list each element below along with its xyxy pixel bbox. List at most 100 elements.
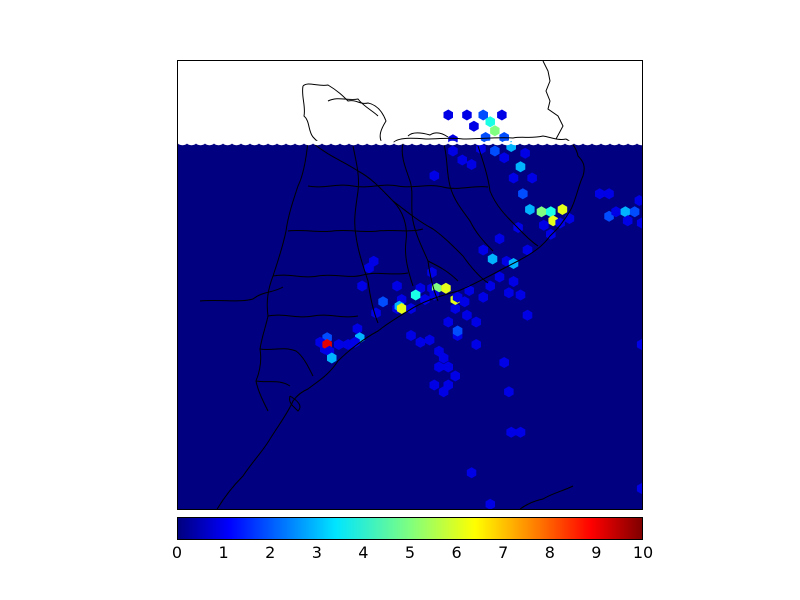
mask-scallop	[447, 140, 458, 146]
hex-cell	[438, 386, 449, 398]
mask-scallop	[438, 140, 449, 146]
interior-border-1	[255, 140, 309, 412]
interior-border-14	[255, 380, 291, 387]
mask-scallop	[393, 140, 404, 146]
mask-scallop	[339, 140, 350, 146]
colorbar-tick-label: 5	[404, 543, 416, 562]
hex-cell	[504, 287, 514, 299]
hex-cell	[450, 303, 460, 314]
hex-cell	[478, 291, 488, 303]
hex-cell	[420, 294, 430, 305]
mask-scallop	[627, 140, 638, 146]
hex-cell	[611, 206, 621, 218]
hex-cell	[636, 483, 642, 494]
colorbar	[177, 517, 643, 540]
interior-border-11	[392, 200, 414, 287]
mask-scallop	[519, 140, 530, 146]
mask-scallop	[312, 140, 323, 146]
hex-cell	[327, 352, 337, 364]
mask-scallop	[303, 140, 314, 146]
mask-scallop	[582, 140, 593, 146]
hex-cell	[634, 195, 642, 206]
hex-cell	[478, 109, 488, 121]
interior-border-9	[267, 314, 359, 318]
mask-scallop	[213, 140, 224, 146]
mask-scallop	[357, 140, 368, 146]
mask-scallop	[564, 140, 575, 146]
hex-cell	[334, 339, 344, 350]
colorbar-tick-label: 3	[311, 543, 322, 562]
mask-scallop	[609, 140, 620, 146]
hex-cell	[490, 145, 500, 157]
hex-cell	[343, 339, 353, 350]
hex-cell	[604, 188, 614, 200]
mask-scallop	[231, 140, 242, 146]
hex-cell	[508, 276, 519, 287]
mask-scallop	[375, 140, 386, 146]
hex-cell	[494, 233, 505, 245]
north-border-3	[327, 98, 379, 117]
mask-scallop	[483, 140, 494, 146]
hex-cell	[555, 217, 565, 229]
mask-scallop	[555, 140, 566, 146]
colorbar-tick-label: 7	[498, 543, 509, 562]
hex-cell	[443, 361, 453, 373]
hex-cell	[595, 188, 605, 200]
hex-cell	[494, 271, 505, 283]
hex-cell	[429, 379, 440, 391]
hex-cell	[462, 109, 472, 121]
hex-cell	[466, 159, 477, 170]
mask-scallop	[510, 140, 521, 146]
mask-scallop	[294, 140, 305, 146]
hex-cell	[485, 280, 495, 292]
mask-scallop	[366, 140, 377, 146]
hex-cell	[546, 206, 556, 218]
interior-border-3	[352, 145, 379, 324]
hex-cell	[450, 370, 460, 382]
mask-scallop	[474, 140, 485, 146]
hex-cell	[429, 170, 440, 182]
hex-cell	[441, 282, 451, 294]
mask-scallop	[384, 140, 395, 146]
hex-cell	[424, 334, 435, 346]
mask-scallop	[492, 140, 503, 146]
hex-cell	[462, 309, 472, 321]
interior-border-13	[259, 348, 314, 377]
mask-scallop	[411, 140, 422, 146]
mask-scallop	[204, 140, 215, 146]
colorbar-tick-label: 1	[218, 543, 229, 562]
hex-cell	[515, 161, 526, 173]
hex-cell	[508, 172, 519, 184]
hex-cell	[396, 303, 407, 314]
hex-cell	[536, 206, 547, 218]
hex-cell	[497, 109, 507, 121]
interior-border-5	[442, 140, 494, 252]
hex-cell	[469, 120, 479, 132]
mask-edge	[178, 140, 642, 146]
mask-scallop	[402, 140, 413, 146]
map-plot-area	[177, 60, 643, 510]
mask-scallop	[321, 140, 332, 146]
hex-cell	[629, 206, 640, 218]
hex-cell	[406, 330, 416, 341]
interior-border-12	[427, 260, 459, 282]
mask-scallop	[186, 140, 197, 146]
colorbar-tick-label: 0	[171, 543, 183, 562]
mask-scallop	[276, 140, 287, 146]
hex-cell	[443, 316, 453, 328]
mask-scallop	[600, 140, 611, 146]
hex-cell	[525, 204, 535, 215]
mask-scallop	[240, 140, 251, 146]
ebro-delta	[289, 395, 301, 412]
hex-cell	[392, 280, 402, 292]
hex-cell	[527, 172, 537, 184]
hex-cell	[434, 361, 444, 373]
mask-scallop	[195, 140, 206, 146]
hex-cell	[480, 132, 491, 143]
north-border-5	[407, 132, 449, 138]
mask-scallop	[465, 140, 476, 146]
mask-scallop	[429, 140, 440, 146]
hex-cell	[466, 467, 477, 479]
mask-scallop	[222, 140, 233, 146]
hex-cell	[478, 244, 488, 256]
